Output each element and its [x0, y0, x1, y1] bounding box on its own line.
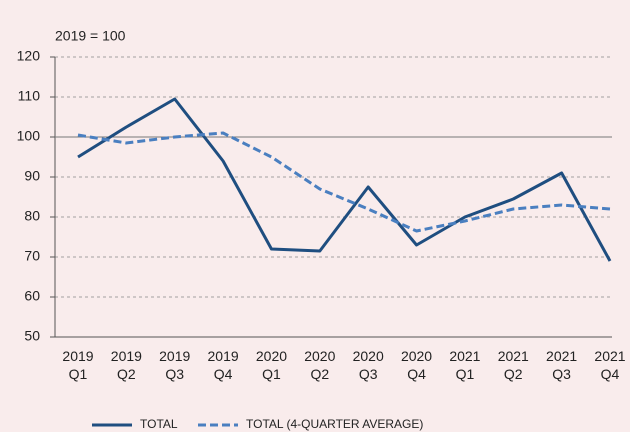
- legend-label: TOTAL: [140, 417, 178, 431]
- series-line: [77, 131, 611, 233]
- x-tick-label: 2021 Q4: [594, 348, 625, 382]
- x-tick-quarter: Q4: [214, 366, 233, 382]
- x-tick-year: 2020: [353, 348, 384, 364]
- x-tick-label: 2019 Q1: [62, 348, 93, 382]
- x-tick-year: 2021: [546, 348, 577, 364]
- y-tick-label: 110: [18, 88, 41, 104]
- x-tick-quarter: Q2: [117, 366, 136, 382]
- x-tick-quarter: Q3: [165, 366, 184, 382]
- x-tick-label: 2019 Q2: [111, 348, 142, 382]
- x-tick-quarter: Q4: [601, 366, 620, 382]
- x-tick-quarter: Q1: [69, 366, 88, 382]
- x-tick-label: 2020 Q1: [256, 348, 287, 382]
- x-tick-label: 2021 Q3: [546, 348, 577, 382]
- x-tick-label: 2021 Q2: [498, 348, 529, 382]
- x-tick-year: 2021: [498, 348, 529, 364]
- x-tick-quarter: Q1: [262, 366, 281, 382]
- x-tick-year: 2019: [111, 348, 142, 364]
- x-tick-year: 2021: [449, 348, 480, 364]
- x-tick-label: 2020 Q4: [401, 348, 432, 382]
- y-tick-label: 120: [17, 48, 41, 64]
- x-tick-year: 2020: [401, 348, 432, 364]
- y-tick-label: 70: [24, 248, 40, 264]
- y-tick-label: 60: [24, 288, 40, 304]
- axis-label: 2019 = 100: [55, 28, 126, 44]
- series-line: [77, 97, 612, 262]
- x-tick-label: 2019 Q4: [208, 348, 239, 382]
- y-tick-label: 90: [24, 168, 40, 184]
- x-tick-quarter: Q1: [456, 366, 475, 382]
- x-tick-year: 2019: [62, 348, 93, 364]
- y-tick-label: 50: [24, 328, 40, 344]
- legend-label: TOTAL (4-QUARTER AVERAGE): [246, 417, 423, 431]
- y-tick-label: 80: [24, 208, 40, 224]
- x-tick-quarter: Q3: [359, 366, 378, 382]
- x-tick-quarter: Q4: [407, 366, 426, 382]
- x-tick-label: 2019 Q3: [159, 348, 190, 382]
- x-tick-quarter: Q2: [310, 366, 329, 382]
- x-tick-label: 2021 Q1: [449, 348, 480, 382]
- x-tick-label: 2020 Q3: [353, 348, 384, 382]
- x-tick-year: 2021: [594, 348, 625, 364]
- x-tick-year: 2020: [256, 348, 287, 364]
- x-tick-year: 2020: [304, 348, 335, 364]
- x-tick-year: 2019: [159, 348, 190, 364]
- y-tick-label: 100: [17, 128, 41, 144]
- x-tick-quarter: Q2: [504, 366, 523, 382]
- x-tick-quarter: Q3: [552, 366, 571, 382]
- x-tick-year: 2019: [208, 348, 239, 364]
- x-tick-label: 2020 Q2: [304, 348, 335, 382]
